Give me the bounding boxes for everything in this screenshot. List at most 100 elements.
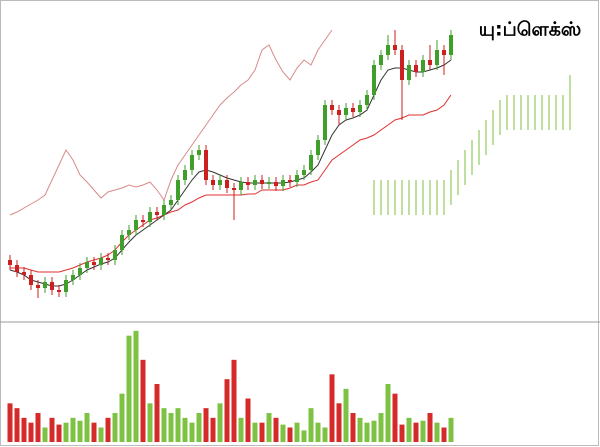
candle-body bbox=[372, 65, 376, 95]
volume-bar bbox=[70, 417, 76, 442]
candle-body bbox=[365, 95, 369, 105]
volume-bar bbox=[385, 384, 391, 442]
volume-bar bbox=[49, 417, 55, 442]
candle-body bbox=[148, 212, 152, 222]
volume-bar bbox=[91, 422, 97, 442]
candle-body bbox=[64, 280, 68, 292]
volume-bar bbox=[287, 427, 293, 442]
candle-body bbox=[57, 290, 61, 292]
candle-body bbox=[43, 282, 47, 288]
volume-bar bbox=[98, 427, 104, 442]
candle-body bbox=[337, 110, 341, 115]
candle-body bbox=[407, 65, 411, 80]
candle-body bbox=[106, 258, 110, 260]
volume-bar bbox=[196, 413, 202, 442]
volume-bar bbox=[336, 403, 342, 442]
volume-bar bbox=[119, 393, 125, 442]
candle-body bbox=[204, 150, 208, 180]
volume-bar bbox=[245, 398, 251, 442]
candle-body bbox=[176, 180, 180, 200]
volume-bar bbox=[371, 420, 377, 442]
candle-body bbox=[428, 60, 432, 65]
candle-body bbox=[29, 275, 33, 285]
volume-bar bbox=[413, 422, 419, 442]
candle-body bbox=[316, 140, 320, 155]
candle-body bbox=[260, 180, 264, 184]
volume-bar bbox=[112, 413, 118, 442]
volume-bar bbox=[42, 427, 48, 442]
volume-bar bbox=[182, 417, 188, 442]
candle-body bbox=[414, 65, 418, 72]
candle-body bbox=[344, 108, 348, 115]
candle-body bbox=[113, 250, 117, 260]
candle-body bbox=[379, 55, 383, 65]
candle-body bbox=[211, 180, 215, 185]
candle-body bbox=[50, 282, 54, 290]
volume-bar bbox=[315, 422, 321, 442]
volume-bar bbox=[56, 424, 62, 442]
volume-bar bbox=[252, 422, 258, 442]
candle-body bbox=[323, 105, 327, 140]
volume-bar bbox=[28, 422, 34, 442]
volume-bar bbox=[147, 403, 153, 442]
candle-body bbox=[78, 268, 82, 275]
indicator-line bbox=[9, 29, 333, 216]
candle-body bbox=[386, 45, 390, 55]
volume-bar bbox=[350, 413, 356, 442]
volume-bar bbox=[217, 403, 223, 442]
candle-body bbox=[155, 212, 159, 215]
candle-body bbox=[435, 50, 439, 65]
volume-bar bbox=[329, 374, 335, 442]
volume-bar bbox=[427, 413, 433, 442]
indicator-line bbox=[9, 59, 452, 287]
volume-bar bbox=[259, 422, 265, 442]
candle-body bbox=[162, 205, 166, 215]
candle-body bbox=[288, 180, 292, 182]
volume-bar bbox=[266, 413, 272, 442]
volume-bar bbox=[105, 417, 111, 442]
candle-body bbox=[85, 262, 89, 268]
candle-body bbox=[309, 155, 313, 170]
candle-body bbox=[232, 188, 236, 190]
volume-bar bbox=[448, 417, 454, 442]
volume-bar bbox=[140, 359, 146, 442]
volume-bar bbox=[7, 403, 13, 442]
volume-bar bbox=[238, 417, 244, 442]
candle-body bbox=[281, 180, 285, 186]
candle-body bbox=[183, 170, 187, 180]
volume-bar bbox=[364, 422, 370, 442]
candle-body bbox=[274, 182, 278, 186]
candle-body bbox=[225, 180, 229, 188]
candle-body bbox=[15, 265, 19, 272]
volume-bar bbox=[224, 379, 230, 442]
volume-bar bbox=[434, 422, 440, 442]
volume-bar bbox=[133, 330, 139, 442]
candle-body bbox=[358, 105, 362, 112]
volume-bar bbox=[441, 427, 447, 442]
volume-bar bbox=[273, 417, 279, 442]
candle-body bbox=[36, 285, 40, 288]
volume-bar bbox=[63, 422, 69, 442]
volume-bar bbox=[406, 417, 412, 442]
indicator-line bbox=[10, 94, 452, 273]
candle-body bbox=[449, 35, 453, 55]
volume-bar bbox=[357, 417, 363, 442]
volume-bar bbox=[343, 388, 349, 442]
volume-bar bbox=[14, 408, 20, 442]
volume-bar bbox=[301, 430, 307, 442]
volume-bar bbox=[399, 424, 405, 442]
volume-bar bbox=[35, 413, 41, 442]
candle-body bbox=[169, 200, 173, 205]
candle-body bbox=[421, 60, 425, 72]
candle-body bbox=[295, 175, 299, 182]
candle-body bbox=[246, 182, 250, 185]
candle-body bbox=[134, 220, 138, 230]
candle-body bbox=[302, 170, 306, 175]
candle-body bbox=[267, 182, 271, 184]
volume-bar bbox=[161, 408, 167, 442]
volume-bar bbox=[189, 422, 195, 442]
candle-body bbox=[239, 182, 243, 190]
volume-bar bbox=[294, 422, 300, 442]
